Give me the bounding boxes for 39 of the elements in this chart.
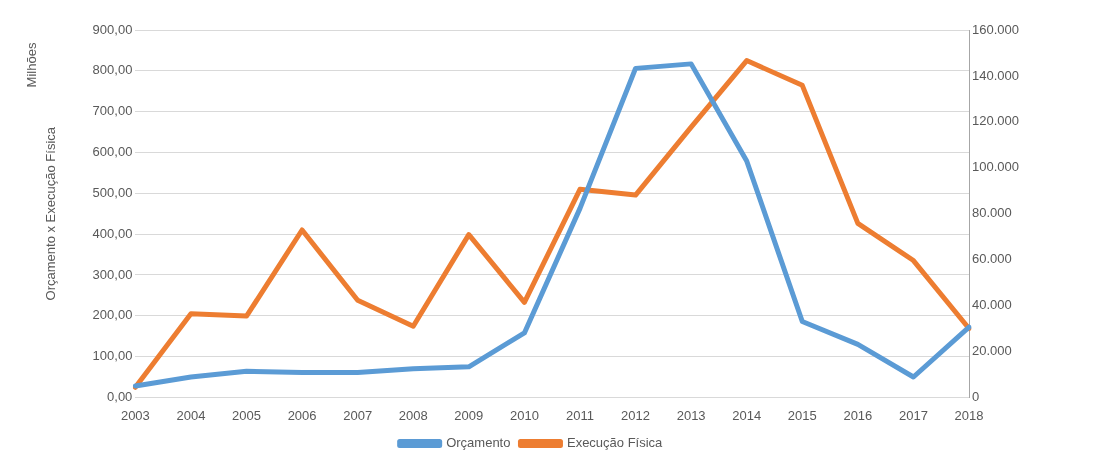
x-tick-label: 2012: [621, 407, 651, 423]
y2-tick-label: 160.000: [972, 21, 1020, 37]
x-tick-label: 2006: [287, 407, 317, 423]
y2-tick-label: 120.000: [972, 113, 1020, 129]
y-tick-label: 0,00: [107, 388, 133, 404]
x-tick-label: 2003: [120, 407, 150, 423]
y-tick-label: 600,00: [92, 144, 133, 160]
y2-tick-label: 40.000: [972, 297, 1012, 313]
x-tick-label: 2018: [954, 407, 984, 423]
legend-label: Orçamento: [446, 435, 511, 451]
text: Milhões: [23, 42, 39, 88]
x-tick-label: 2009: [454, 407, 484, 423]
legend-label: Execução Física: [566, 435, 664, 451]
y-tick-label: 700,00: [92, 103, 133, 119]
y2-tick-label: 100.000: [972, 159, 1020, 175]
y2-tick-label: 140.000: [972, 67, 1020, 83]
x-tick-label: 2007: [343, 407, 373, 423]
y2-tick-label: 0: [972, 388, 980, 404]
y-tick-label: 200,00: [92, 307, 133, 323]
y-axis-title: Orçamento x Execução Física: [43, 126, 59, 301]
y-tick-label: 900,00: [92, 21, 133, 37]
y2-tick-label: 80.000: [972, 205, 1012, 221]
x-tick-label: 2008: [398, 407, 428, 423]
x-tick-label: 2010: [509, 407, 539, 423]
y-tick-label: 400,00: [92, 225, 133, 241]
x-tick-label: 2014: [732, 407, 762, 423]
y-tick-label: 800,00: [92, 62, 133, 78]
y2-tick-label: 60.000: [972, 251, 1012, 267]
y-tick-label: 100,00: [92, 348, 133, 364]
y-tick-label: 500,00: [92, 184, 133, 200]
x-tick-label: 2015: [787, 407, 817, 423]
y2-tick-label: 20.000: [972, 343, 1012, 359]
y-tick-label: 300,00: [92, 266, 133, 282]
x-tick-label: 2017: [898, 407, 928, 423]
x-tick-label: 2005: [232, 407, 261, 423]
x-tick-label: 2004: [176, 407, 206, 423]
x-tick-label: 2011: [565, 407, 594, 423]
x-tick-label: 2013: [676, 407, 706, 423]
x-tick-label: 2016: [843, 407, 873, 423]
